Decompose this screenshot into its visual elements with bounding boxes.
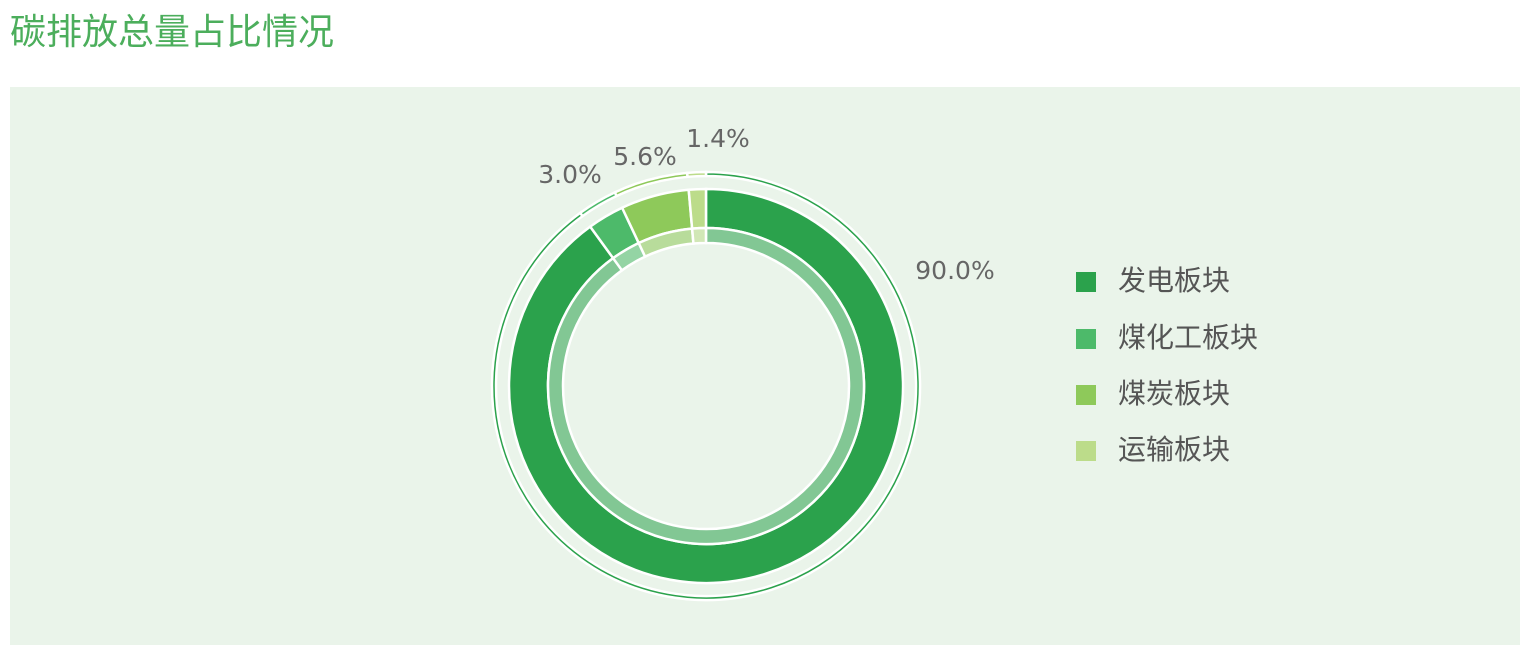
data-label: 90.0% <box>915 256 994 285</box>
donut-segment <box>687 187 708 230</box>
legend-label: 煤炭板块 <box>1118 377 1230 410</box>
chart-title: 碳排放总量占比情况 <box>10 12 334 53</box>
data-label: 5.6% <box>613 142 677 171</box>
legend-label: 运输板块 <box>1118 433 1230 466</box>
legend-swatch <box>1076 441 1096 461</box>
legend-label: 煤化工板块 <box>1118 321 1258 354</box>
legend-swatch <box>1076 329 1096 349</box>
donut-inner-segment <box>690 226 708 245</box>
legend-label: 发电板块 <box>1118 264 1230 297</box>
data-label: 3.0% <box>538 160 602 189</box>
data-label: 1.4% <box>686 124 750 153</box>
donut-outer-segment <box>685 170 708 179</box>
legend-swatch <box>1076 385 1096 405</box>
legend-swatch <box>1076 272 1096 292</box>
